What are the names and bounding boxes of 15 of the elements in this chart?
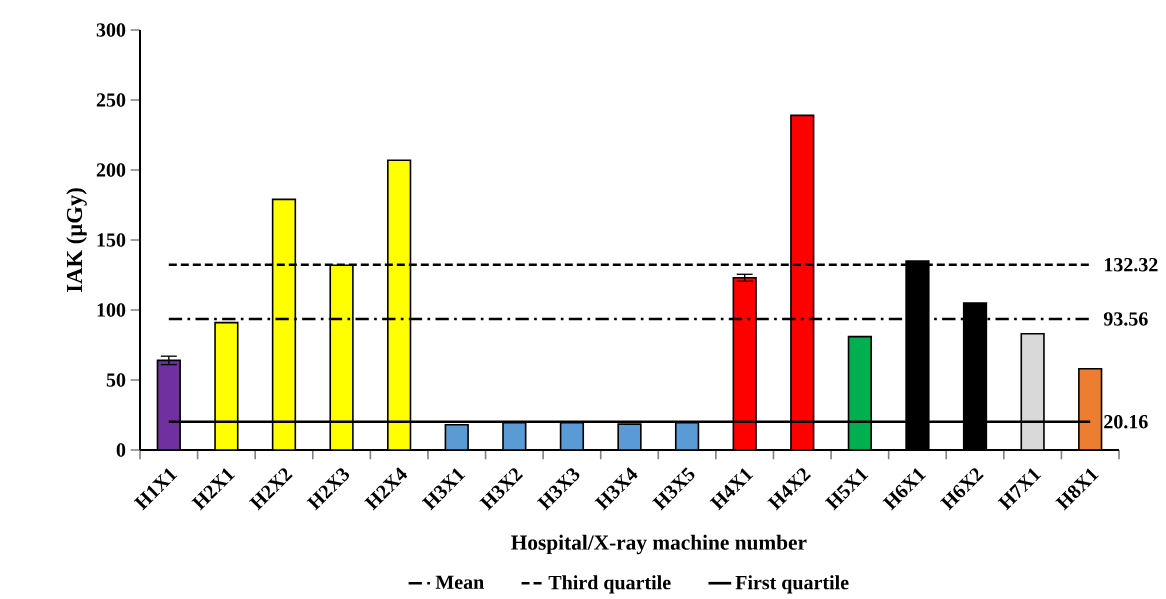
- annotation: 132.32: [1104, 257, 1158, 272]
- annotation: 20.16: [1104, 414, 1148, 429]
- legend-label: First quartile: [735, 575, 849, 594]
- x-axis-title: Hospital/X-ray machine number: [511, 534, 807, 555]
- y-axis-title: IAK (µGy): [66, 188, 87, 293]
- y-tick-label: 200: [96, 163, 126, 177]
- legend-label: Third quartile: [548, 575, 671, 594]
- legend-label: Mean: [435, 575, 484, 589]
- y-tick-label: 300: [96, 23, 126, 37]
- y-tick-label: 150: [97, 233, 126, 247]
- annotation: 93.56: [1103, 312, 1148, 326]
- y-tick-label: 50: [106, 373, 126, 387]
- y-tick-label: 0: [116, 443, 126, 457]
- y-tick-label: 250: [96, 93, 126, 107]
- y-tick-label: 100: [97, 303, 126, 317]
